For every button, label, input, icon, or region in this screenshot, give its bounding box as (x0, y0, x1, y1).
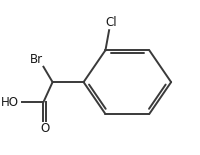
Text: Cl: Cl (105, 16, 116, 29)
Text: O: O (40, 122, 49, 135)
Text: Br: Br (29, 53, 42, 66)
Text: HO: HO (1, 96, 19, 109)
